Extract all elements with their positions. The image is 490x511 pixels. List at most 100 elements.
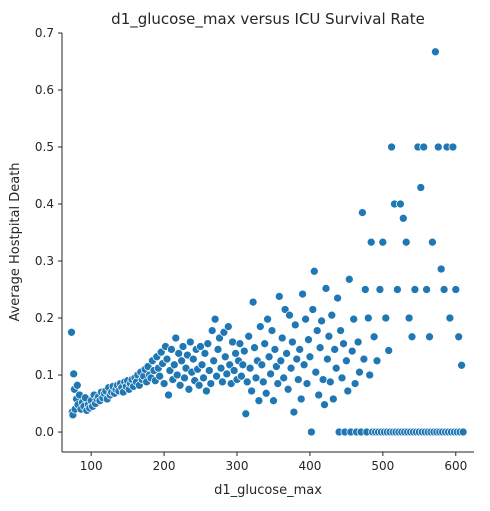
data-point (258, 361, 266, 369)
data-point (293, 355, 301, 363)
data-point (202, 387, 210, 395)
data-point (290, 408, 298, 416)
data-point (185, 385, 193, 393)
data-point (262, 389, 270, 397)
data-point (243, 378, 251, 386)
y-tick-label: 0.0 (35, 425, 54, 439)
data-point (270, 397, 278, 405)
data-point (175, 349, 183, 357)
data-point (230, 367, 238, 375)
y-tick-label: 0.4 (35, 197, 54, 211)
y-tick-label: 0.2 (35, 311, 54, 325)
data-point (252, 374, 260, 382)
data-point (329, 395, 337, 403)
data-point (344, 387, 352, 395)
data-point (287, 364, 295, 372)
data-point (275, 292, 283, 300)
data-point (246, 364, 254, 372)
data-point (245, 332, 253, 340)
data-point (356, 368, 364, 376)
data-point (278, 334, 286, 342)
data-point (318, 317, 326, 325)
data-point (221, 353, 229, 361)
data-point (342, 357, 350, 365)
data-point (236, 340, 244, 348)
data-point (405, 314, 413, 322)
data-point (434, 143, 442, 151)
data-point (423, 286, 431, 294)
data-point (200, 374, 208, 382)
data-point (420, 143, 428, 151)
data-point (310, 267, 318, 275)
data-point (399, 214, 407, 222)
y-tick-label: 0.1 (35, 368, 54, 382)
data-point (354, 338, 362, 346)
data-point (306, 353, 314, 361)
data-point (229, 338, 237, 346)
data-point (366, 371, 374, 379)
x-axis-label: d1_glucose_max (214, 483, 322, 498)
data-point (186, 338, 194, 346)
x-tick-label: 200 (153, 459, 176, 473)
data-point (283, 349, 291, 357)
data-point (280, 374, 288, 382)
data-point (296, 345, 304, 353)
data-point (294, 376, 302, 384)
data-point (249, 298, 257, 306)
data-point (302, 315, 310, 323)
data-point (309, 306, 317, 314)
data-point (204, 340, 212, 348)
x-tick-label: 400 (298, 459, 321, 473)
y-tick-label: 0.3 (35, 254, 54, 268)
data-point (173, 371, 181, 379)
data-point (312, 368, 320, 376)
data-point (70, 370, 78, 378)
x-tick-label: 300 (226, 459, 249, 473)
data-point (165, 391, 173, 399)
data-point (446, 314, 454, 322)
data-point (338, 374, 346, 382)
data-point (459, 428, 467, 436)
data-point (286, 311, 294, 319)
data-point (170, 361, 178, 369)
data-point (265, 353, 273, 361)
data-point (305, 336, 313, 344)
data-point (232, 349, 240, 357)
data-point (218, 378, 226, 386)
data-point (181, 374, 189, 382)
data-point (328, 311, 336, 319)
data-point (163, 355, 171, 363)
data-point (373, 357, 381, 365)
data-point (408, 333, 416, 341)
data-point (208, 327, 216, 335)
data-point (458, 361, 466, 369)
data-point (248, 387, 256, 395)
data-point (319, 376, 327, 384)
data-point (376, 286, 384, 294)
data-point (288, 338, 296, 346)
data-point (299, 290, 307, 298)
data-points (68, 48, 468, 436)
y-tick-label: 0.6 (35, 83, 54, 97)
data-point (255, 397, 263, 405)
data-point (223, 370, 231, 378)
data-point (160, 380, 168, 388)
data-point (251, 344, 259, 352)
data-point (396, 200, 404, 208)
data-point (291, 321, 299, 329)
data-point (367, 238, 375, 246)
data-point (382, 314, 390, 322)
data-point (201, 349, 209, 357)
data-point (360, 355, 368, 363)
data-point (452, 286, 460, 294)
x-tick-label: 600 (444, 459, 467, 473)
data-point (167, 345, 175, 353)
data-point (176, 381, 184, 389)
data-point (348, 347, 356, 355)
data-point (268, 327, 276, 335)
data-point (358, 209, 366, 217)
data-point (68, 328, 76, 336)
data-point (307, 428, 315, 436)
data-point (315, 391, 323, 399)
data-point (256, 323, 264, 331)
